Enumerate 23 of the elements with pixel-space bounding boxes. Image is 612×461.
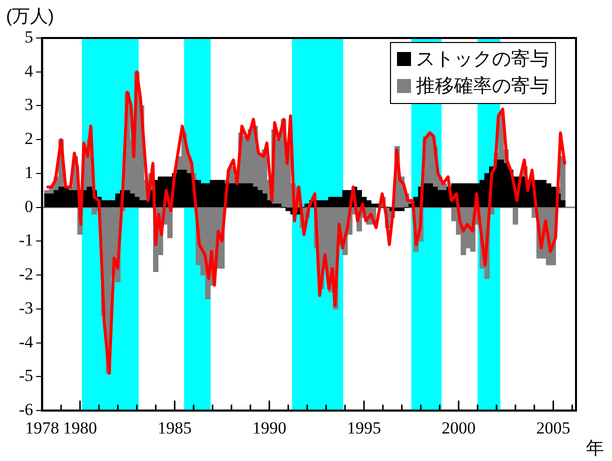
y-tick-label: 1 bbox=[24, 162, 34, 182]
y-tick-label: -6 bbox=[18, 400, 34, 420]
y-tick-label: 2 bbox=[24, 129, 34, 148]
y-tick-label: 4 bbox=[24, 61, 34, 80]
x-tick-label: 1980 bbox=[63, 418, 98, 438]
legend-label: 推移確率の寄与 bbox=[416, 76, 549, 97]
x-tick-label: 1985 bbox=[158, 418, 192, 438]
y-tick-label: 3 bbox=[24, 95, 34, 114]
y-tick-label: -2 bbox=[18, 264, 34, 284]
y-tick-label: -3 bbox=[18, 298, 34, 318]
y-tick-label: 0 bbox=[24, 196, 34, 216]
y-axis-title: (万人) bbox=[6, 5, 54, 28]
y-tick-label: -1 bbox=[18, 230, 34, 250]
x-tick-label: 1990 bbox=[252, 418, 286, 438]
x-axis-title: 年 bbox=[586, 437, 604, 460]
x-tick-label: 2000 bbox=[442, 418, 476, 438]
legend-label: ストックの寄与 bbox=[416, 49, 549, 70]
y-tick-label: -4 bbox=[18, 332, 34, 352]
y-tick-label: 5 bbox=[24, 27, 34, 46]
x-tick-label: 1995 bbox=[346, 418, 381, 438]
y-tick-label: -5 bbox=[18, 366, 34, 386]
x-tick-label: 1978 bbox=[25, 418, 60, 438]
x-tick-label: 2005 bbox=[536, 418, 570, 438]
